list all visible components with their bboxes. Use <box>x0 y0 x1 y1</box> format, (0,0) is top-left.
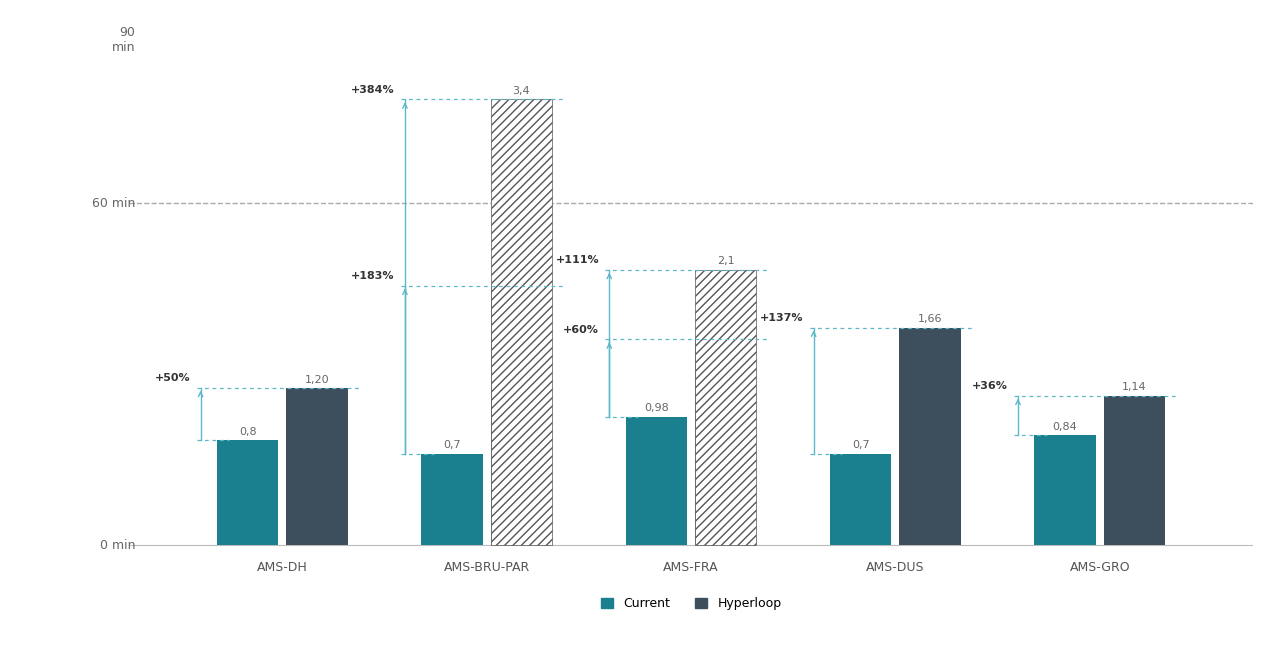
Text: 0,7: 0,7 <box>852 440 870 450</box>
Text: +137%: +137% <box>760 313 804 323</box>
Text: 0,8: 0,8 <box>238 427 256 437</box>
Text: 0,7: 0,7 <box>443 440 460 450</box>
Text: +50%: +50% <box>155 374 190 383</box>
Text: 1,98: 1,98 <box>508 272 534 282</box>
Text: 2,1: 2,1 <box>716 257 734 267</box>
Bar <box>695 270 757 545</box>
Text: 0,84: 0,84 <box>1052 422 1078 432</box>
Text: 0,98: 0,98 <box>644 403 668 413</box>
Text: 0 min: 0 min <box>100 539 136 552</box>
Text: +36%: +36% <box>971 381 1008 391</box>
Text: 60 min: 60 min <box>91 197 136 210</box>
Bar <box>491 100 552 545</box>
Bar <box>491 286 552 545</box>
Bar <box>421 453 483 545</box>
Text: 1,20: 1,20 <box>304 374 330 385</box>
Bar <box>695 339 757 545</box>
Text: +384%: +384% <box>351 85 394 95</box>
Text: 1,66: 1,66 <box>918 314 942 324</box>
Bar <box>1035 435 1096 545</box>
Bar <box>287 388 347 545</box>
Text: 1,57: 1,57 <box>714 326 738 336</box>
Bar <box>899 327 961 545</box>
Text: +111%: +111% <box>555 255 598 265</box>
Bar <box>625 416 687 545</box>
Text: +183%: +183% <box>351 271 394 281</box>
Text: 3,4: 3,4 <box>512 86 530 96</box>
Text: +60%: +60% <box>563 325 598 335</box>
Bar <box>217 440 278 545</box>
Text: 90
min: 90 min <box>112 26 136 54</box>
Bar <box>1104 396 1165 545</box>
Legend: Current, Hyperloop: Current, Hyperloop <box>596 592 786 615</box>
Bar <box>831 453 891 545</box>
Text: 1,14: 1,14 <box>1122 382 1146 393</box>
